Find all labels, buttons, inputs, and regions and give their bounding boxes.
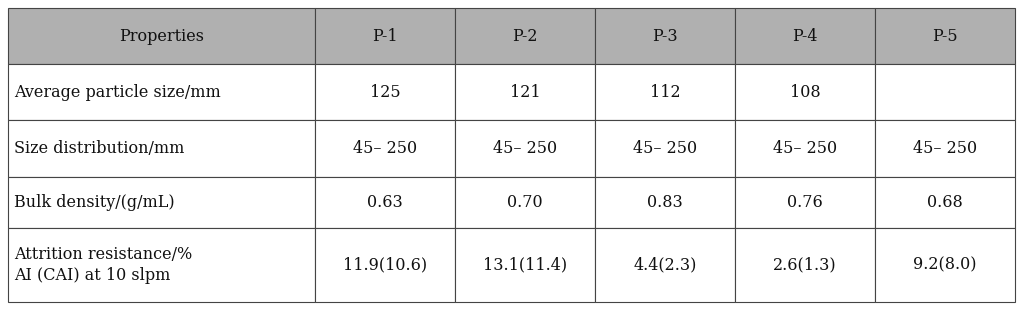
Text: Attrition resistance/%
AI (CAI) at 10 slpm: Attrition resistance/% AI (CAI) at 10 sl… <box>14 246 192 284</box>
Text: 112: 112 <box>650 84 680 101</box>
Bar <box>455 228 595 302</box>
Bar <box>315 177 455 228</box>
Text: 4.4(2.3): 4.4(2.3) <box>633 257 697 274</box>
Text: 45– 250: 45– 250 <box>633 140 697 157</box>
Bar <box>595 64 736 120</box>
Bar <box>455 64 595 120</box>
Bar <box>8 120 315 177</box>
Bar <box>595 177 736 228</box>
Bar <box>315 120 455 177</box>
Bar <box>595 228 736 302</box>
Bar <box>8 64 315 120</box>
Text: 45– 250: 45– 250 <box>353 140 417 157</box>
Text: 0.70: 0.70 <box>507 194 543 211</box>
Text: 125: 125 <box>369 84 400 101</box>
Text: 45– 250: 45– 250 <box>493 140 558 157</box>
Bar <box>736 120 875 177</box>
Bar <box>736 228 875 302</box>
Bar <box>595 8 736 64</box>
Bar <box>455 177 595 228</box>
Text: 13.1(11.4): 13.1(11.4) <box>483 257 567 274</box>
Text: 0.68: 0.68 <box>927 194 963 211</box>
Text: P-5: P-5 <box>932 28 958 45</box>
Bar <box>8 228 315 302</box>
Bar <box>875 177 1015 228</box>
Text: 9.2(8.0): 9.2(8.0) <box>914 257 977 274</box>
Text: 45– 250: 45– 250 <box>913 140 977 157</box>
Text: 108: 108 <box>790 84 820 101</box>
Text: P-1: P-1 <box>372 28 398 45</box>
Bar <box>315 228 455 302</box>
Bar <box>875 120 1015 177</box>
Bar <box>455 8 595 64</box>
Bar <box>736 177 875 228</box>
Text: Properties: Properties <box>119 28 204 45</box>
Text: 11.9(10.6): 11.9(10.6) <box>343 257 428 274</box>
Bar <box>455 120 595 177</box>
Text: Size distribution/mm: Size distribution/mm <box>14 140 184 157</box>
Bar <box>736 64 875 120</box>
Bar <box>8 177 315 228</box>
Bar <box>875 228 1015 302</box>
Bar <box>875 8 1015 64</box>
Text: 0.76: 0.76 <box>787 194 822 211</box>
Bar <box>736 8 875 64</box>
Text: 0.83: 0.83 <box>648 194 683 211</box>
Bar <box>315 8 455 64</box>
Text: P-3: P-3 <box>653 28 678 45</box>
Bar <box>8 8 315 64</box>
Text: 121: 121 <box>509 84 540 101</box>
Text: P-4: P-4 <box>792 28 817 45</box>
Bar <box>595 120 736 177</box>
Text: P-2: P-2 <box>513 28 538 45</box>
Text: Average particle size/mm: Average particle size/mm <box>14 84 221 101</box>
Bar <box>875 64 1015 120</box>
Text: Bulk density/(g/mL): Bulk density/(g/mL) <box>14 194 175 211</box>
Bar <box>315 64 455 120</box>
Text: 2.6(1.3): 2.6(1.3) <box>773 257 837 274</box>
Text: 0.63: 0.63 <box>367 194 403 211</box>
Text: 45– 250: 45– 250 <box>773 140 837 157</box>
